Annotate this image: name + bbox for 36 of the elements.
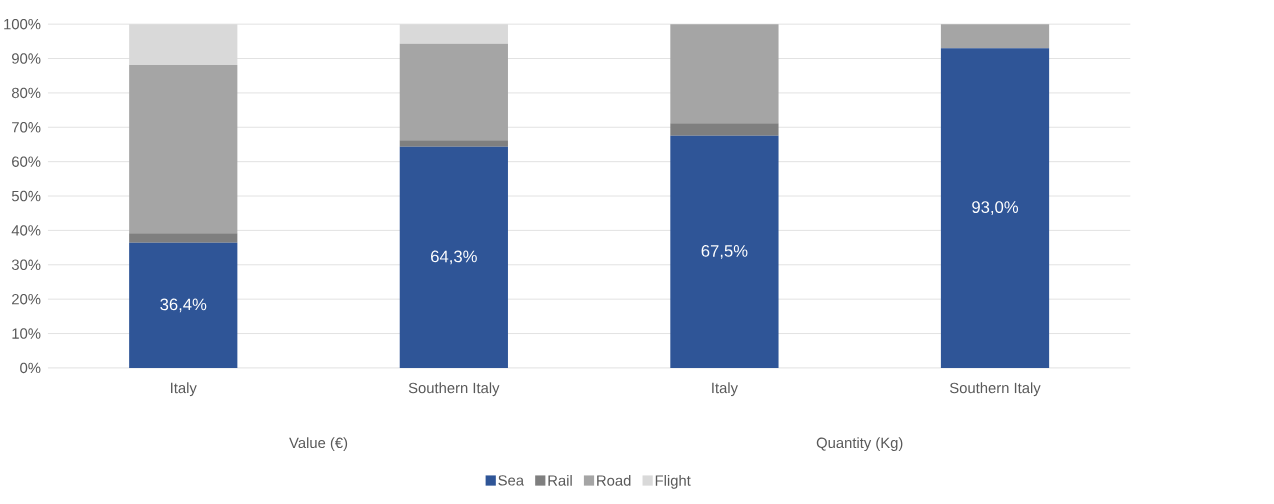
legend-label: Road [597, 474, 631, 486]
x-tick-label: Italy [171, 382, 197, 396]
y-tick-label: 30% [11, 259, 41, 270]
data-label: 67,5% [701, 244, 748, 259]
text: Quantity (Kg) [816, 436, 903, 451]
y-tick-label: 50% [11, 190, 41, 202]
bar [940, 47, 1050, 368]
text: Value (€) [289, 436, 348, 451]
bar [940, 23, 1050, 48]
legend-label: Rail [548, 474, 572, 486]
y-tick-label: 100% [4, 18, 41, 30]
bar [399, 146, 508, 368]
y-tick-label: 20% [12, 293, 41, 305]
y-tick-label: 70% [12, 121, 41, 133]
data-label: 93,0% [972, 200, 1019, 215]
bar [129, 64, 238, 233]
bar [670, 135, 779, 368]
bar [399, 140, 508, 147]
bar [129, 232, 238, 243]
data-label: 64,3% [431, 250, 477, 265]
y-tick-label: 90% [12, 53, 41, 64]
y-tick-label: 60% [12, 156, 41, 167]
bar [399, 43, 508, 141]
bar [129, 242, 238, 368]
y-tick-label: 0% [20, 362, 41, 373]
x-tick-label: Italy [712, 382, 738, 396]
legend-label: Flight [655, 474, 691, 489]
y-tick-label: 10% [12, 328, 41, 339]
bar [670, 23, 779, 123]
x-tick-label: Southern Italy [949, 382, 1041, 396]
legend-label: Sea [498, 474, 525, 486]
y-tick-label: 40% [11, 224, 41, 236]
data-label: 36,4% [160, 298, 207, 312]
y-tick-label: 80% [11, 87, 41, 98]
x-tick-label: Southern Italy [408, 382, 500, 396]
bar [670, 122, 779, 136]
